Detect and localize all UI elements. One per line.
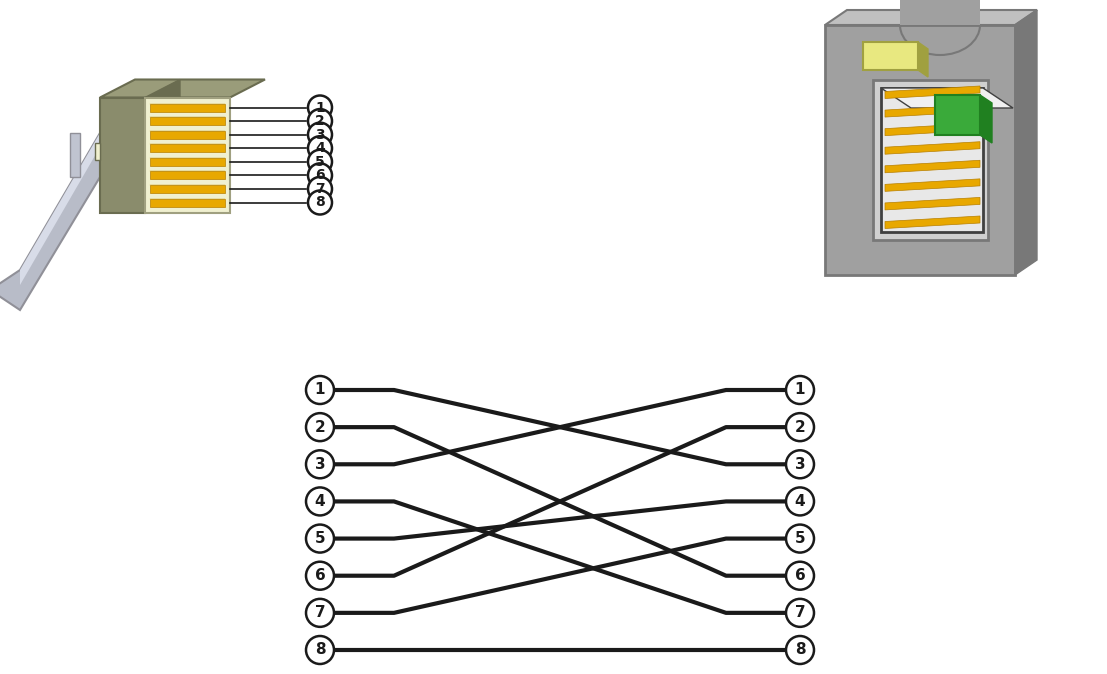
Polygon shape xyxy=(884,197,980,210)
Polygon shape xyxy=(20,133,100,285)
Text: 4: 4 xyxy=(795,494,805,509)
Text: 5: 5 xyxy=(795,531,805,546)
Polygon shape xyxy=(884,216,980,228)
Polygon shape xyxy=(145,98,230,212)
Polygon shape xyxy=(151,171,225,179)
Polygon shape xyxy=(0,133,100,310)
Text: 4: 4 xyxy=(314,494,325,509)
Text: 7: 7 xyxy=(795,605,805,620)
Text: 8: 8 xyxy=(315,195,324,210)
Text: 8: 8 xyxy=(314,642,325,658)
Circle shape xyxy=(308,123,332,147)
Text: 6: 6 xyxy=(314,568,325,583)
Text: 5: 5 xyxy=(314,531,325,546)
Polygon shape xyxy=(100,98,145,212)
Polygon shape xyxy=(881,88,1013,108)
Circle shape xyxy=(308,136,332,160)
Circle shape xyxy=(306,450,334,479)
Text: 6: 6 xyxy=(795,568,806,583)
Text: 2: 2 xyxy=(795,420,806,435)
Text: 8: 8 xyxy=(795,642,805,658)
Circle shape xyxy=(306,636,334,664)
Text: 2: 2 xyxy=(314,420,325,435)
Polygon shape xyxy=(825,25,1015,275)
Polygon shape xyxy=(151,144,225,152)
Polygon shape xyxy=(863,42,918,70)
Polygon shape xyxy=(825,10,1037,25)
Polygon shape xyxy=(151,117,225,125)
Circle shape xyxy=(786,413,814,441)
Polygon shape xyxy=(884,123,980,135)
Polygon shape xyxy=(884,179,980,191)
Text: 7: 7 xyxy=(315,182,324,196)
Polygon shape xyxy=(918,42,928,77)
Circle shape xyxy=(786,524,814,553)
Polygon shape xyxy=(151,104,225,111)
Circle shape xyxy=(308,177,332,201)
Circle shape xyxy=(786,376,814,404)
Circle shape xyxy=(308,191,332,214)
Polygon shape xyxy=(145,80,180,212)
Circle shape xyxy=(786,599,814,627)
Circle shape xyxy=(308,150,332,174)
Circle shape xyxy=(308,163,332,187)
Polygon shape xyxy=(151,158,225,166)
Polygon shape xyxy=(884,160,980,173)
Circle shape xyxy=(786,636,814,664)
Text: 6: 6 xyxy=(315,168,324,183)
Circle shape xyxy=(786,561,814,590)
Circle shape xyxy=(306,487,334,516)
Polygon shape xyxy=(151,185,225,193)
Circle shape xyxy=(308,96,332,119)
Polygon shape xyxy=(935,95,980,135)
Polygon shape xyxy=(873,80,989,240)
Text: 5: 5 xyxy=(315,155,324,168)
Text: 1: 1 xyxy=(795,383,805,398)
Polygon shape xyxy=(151,131,225,139)
Text: 1: 1 xyxy=(315,100,324,115)
Circle shape xyxy=(306,376,334,404)
Text: 3: 3 xyxy=(314,457,325,472)
Polygon shape xyxy=(100,80,265,98)
Polygon shape xyxy=(1015,10,1037,275)
Polygon shape xyxy=(95,143,100,160)
Text: 3: 3 xyxy=(795,457,805,472)
Polygon shape xyxy=(884,86,980,98)
Circle shape xyxy=(306,561,334,590)
Circle shape xyxy=(306,599,334,627)
Text: 3: 3 xyxy=(315,127,324,142)
Circle shape xyxy=(306,524,334,553)
Polygon shape xyxy=(70,133,80,177)
Polygon shape xyxy=(884,104,980,117)
Polygon shape xyxy=(151,199,225,206)
Text: 7: 7 xyxy=(314,605,325,620)
Text: 2: 2 xyxy=(315,114,324,128)
Text: 4: 4 xyxy=(315,142,324,155)
Circle shape xyxy=(308,109,332,133)
Circle shape xyxy=(786,450,814,479)
Circle shape xyxy=(786,487,814,516)
Text: 1: 1 xyxy=(314,383,325,398)
Polygon shape xyxy=(900,0,980,25)
Polygon shape xyxy=(881,88,983,232)
Circle shape xyxy=(306,413,334,441)
Polygon shape xyxy=(884,142,980,154)
Polygon shape xyxy=(980,95,992,143)
